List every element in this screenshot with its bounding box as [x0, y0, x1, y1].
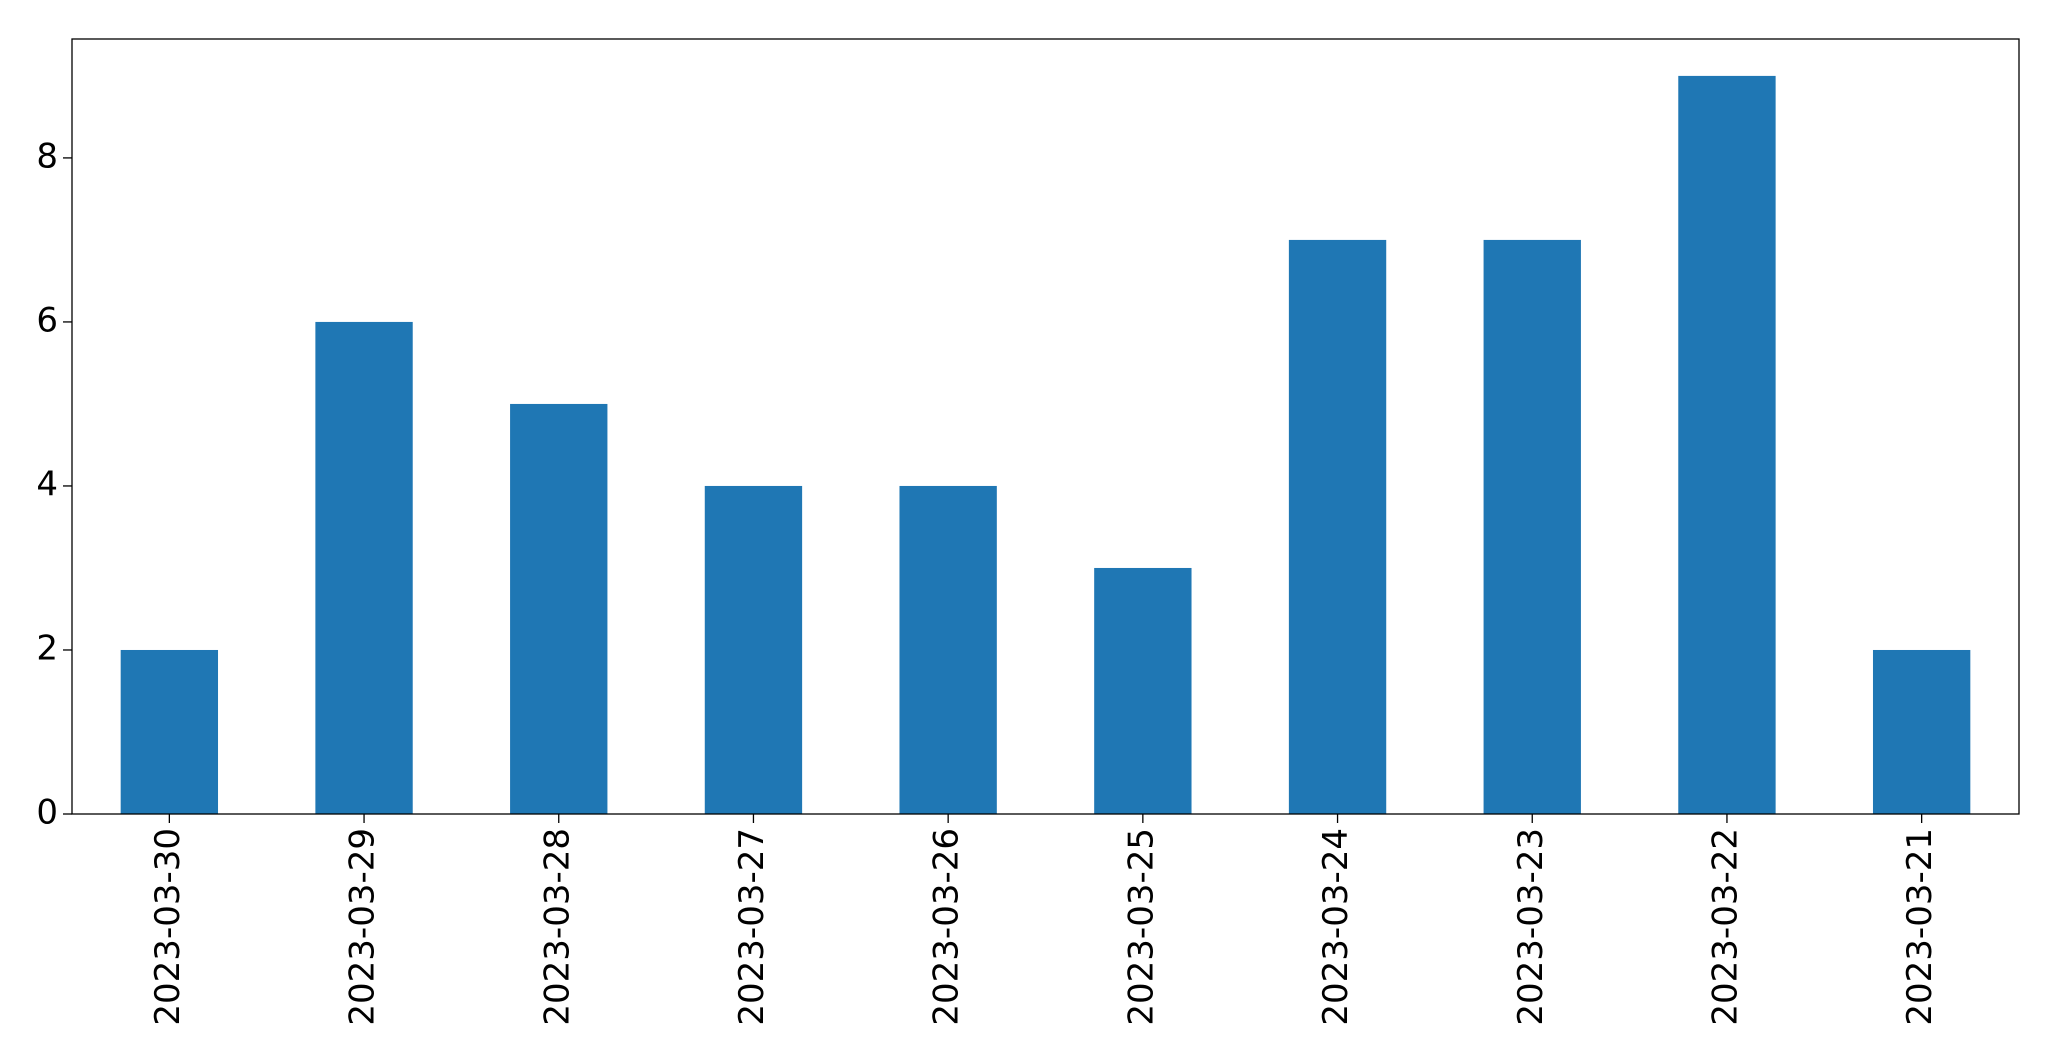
bar [1678, 75, 1776, 814]
bar [510, 403, 608, 814]
bar [1288, 239, 1387, 815]
y-tick-label: 4 [36, 464, 58, 504]
bar [1872, 649, 1971, 814]
bar [899, 485, 997, 814]
x-tick-label: 2023-03-22 [1705, 828, 1745, 1026]
bar [704, 485, 803, 814]
y-tick-label: 8 [36, 136, 58, 176]
x-tick-label: 2023-03-29 [343, 828, 383, 1026]
x-tick-label: 2023-03-27 [732, 828, 772, 1026]
x-tick-label: 2023-03-21 [1900, 828, 1940, 1026]
y-tick-label: 2 [36, 628, 58, 668]
bar [1483, 239, 1581, 815]
bar [315, 321, 413, 814]
bar [1094, 567, 1192, 814]
x-tick-label: 2023-03-25 [1121, 828, 1161, 1026]
x-tick-label: 2023-03-23 [1511, 828, 1551, 1026]
plot-frame [71, 38, 2020, 815]
x-tick-label: 2023-03-24 [1316, 828, 1356, 1026]
x-tick-label: 2023-03-28 [537, 828, 577, 1026]
y-tick-label: 0 [36, 793, 58, 833]
bar [120, 649, 219, 814]
x-tick-label: 2023-03-26 [927, 828, 967, 1026]
y-tick-label: 6 [36, 300, 58, 340]
x-tick-label: 2023-03-30 [148, 828, 188, 1026]
